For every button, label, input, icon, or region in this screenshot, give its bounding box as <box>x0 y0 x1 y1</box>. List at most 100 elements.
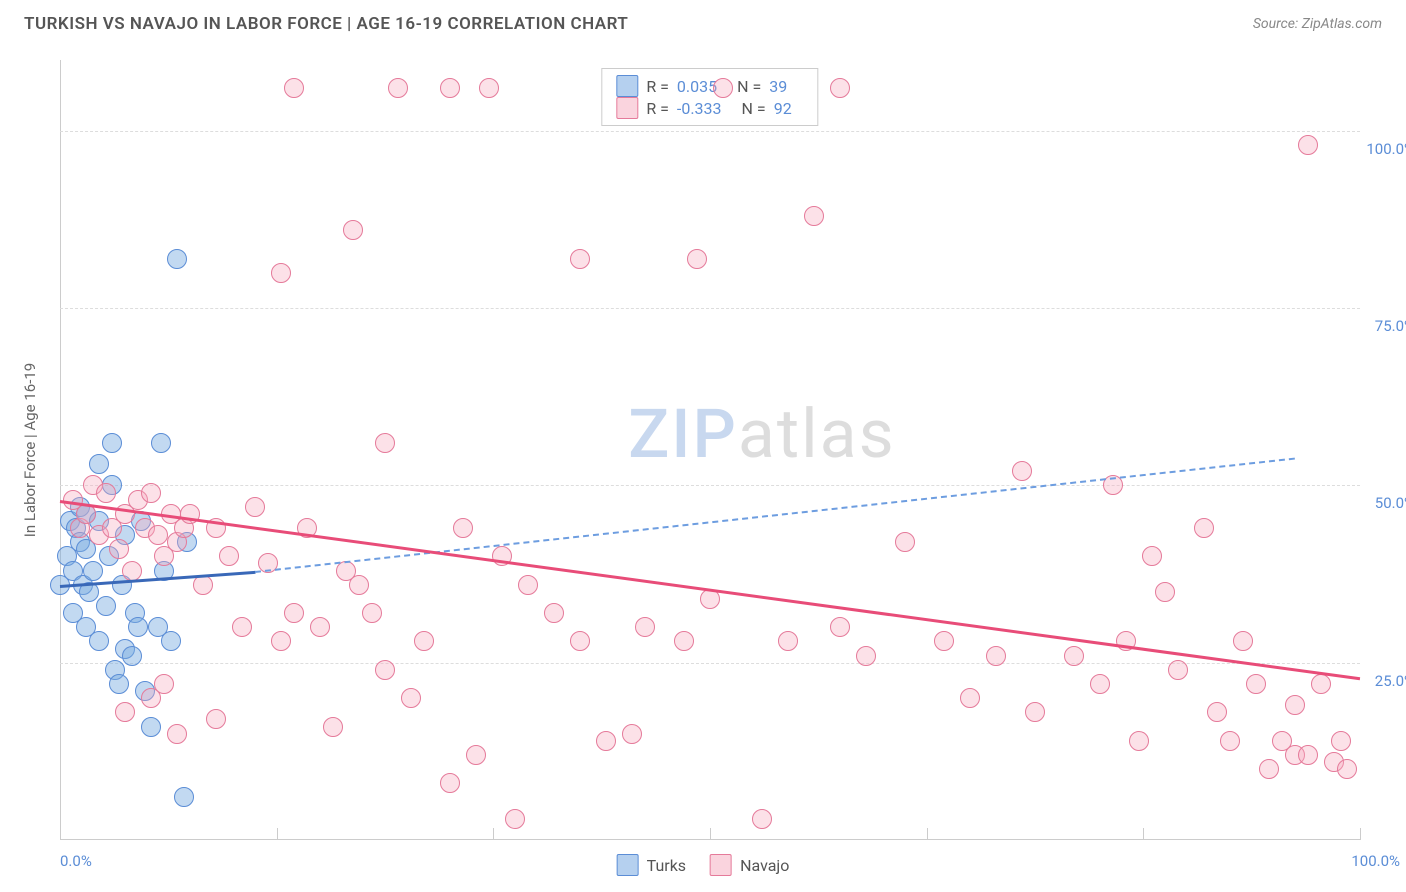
grid-line <box>60 131 1360 132</box>
data-point <box>401 688 421 708</box>
data-point <box>174 787 194 807</box>
data-point <box>1090 674 1110 694</box>
data-point <box>109 539 129 559</box>
swatch-pink <box>616 97 638 119</box>
data-point <box>960 688 980 708</box>
n-value-turks: 39 <box>769 77 787 96</box>
data-point <box>388 78 408 98</box>
data-point <box>713 78 733 98</box>
data-point <box>284 78 304 98</box>
data-point <box>1233 631 1253 651</box>
x-tick-mark <box>927 828 928 840</box>
data-point <box>96 483 116 503</box>
data-point <box>141 717 161 737</box>
data-point <box>570 249 590 269</box>
trend-line-turks-extrapolated <box>255 457 1295 572</box>
n-label: N = <box>742 99 766 118</box>
x-tick-mark <box>277 828 278 840</box>
scatter-plot: ZIPatlas R = 0.035 N = 39 R = -0.333 N =… <box>60 60 1360 840</box>
data-point <box>206 709 226 729</box>
data-point <box>109 674 129 694</box>
data-point <box>349 575 369 595</box>
x-tick-mark <box>1143 828 1144 840</box>
legend-label-navajo: Navajo <box>740 856 789 875</box>
data-point <box>518 575 538 595</box>
n-value-navajo: 92 <box>774 99 792 118</box>
data-point <box>1064 646 1084 666</box>
data-point <box>323 717 343 737</box>
data-point <box>102 433 122 453</box>
swatch-blue <box>616 75 638 97</box>
r-value-turks: 0.035 <box>677 77 717 96</box>
data-point <box>245 497 265 517</box>
y-tick-label: 75.0% <box>1375 317 1406 335</box>
grid-line <box>60 663 1360 664</box>
data-point <box>151 433 171 453</box>
data-point <box>1025 702 1045 722</box>
swatch-blue <box>617 854 639 876</box>
legend-item-turks: Turks <box>617 854 686 876</box>
x-max-label: 100.0% <box>1351 852 1400 870</box>
data-point <box>986 646 1006 666</box>
data-point <box>544 603 564 623</box>
data-point <box>752 809 772 829</box>
data-point <box>122 646 142 666</box>
data-point <box>830 617 850 637</box>
y-axis-line <box>60 60 61 840</box>
data-point <box>128 617 148 637</box>
data-point <box>895 532 915 552</box>
y-tick-label: 25.0% <box>1375 672 1406 690</box>
legend-row-turks: R = 0.035 N = 39 <box>616 75 803 97</box>
data-point <box>1337 759 1357 779</box>
data-point <box>934 631 954 651</box>
data-point <box>1012 461 1032 481</box>
grid-line <box>60 308 1360 309</box>
data-point <box>1298 745 1318 765</box>
data-point <box>1285 695 1305 715</box>
y-axis-label: In Labor Force | Age 16-19 <box>21 363 39 537</box>
data-point <box>89 454 109 474</box>
data-point <box>310 617 330 637</box>
data-point <box>1220 731 1240 751</box>
data-point <box>1331 731 1351 751</box>
correlation-legend: R = 0.035 N = 39 R = -0.333 N = 92 <box>601 68 818 126</box>
r-label: R = <box>646 99 669 118</box>
watermark-zip: ZIP <box>628 394 738 474</box>
data-point <box>375 433 395 453</box>
data-point <box>89 631 109 651</box>
data-point <box>466 745 486 765</box>
data-point <box>375 660 395 680</box>
data-point <box>596 731 616 751</box>
chart-title: TURKISH VS NAVAJO IN LABOR FORCE | AGE 1… <box>24 14 628 34</box>
y-tick-label: 50.0% <box>1375 494 1406 512</box>
data-point <box>622 724 642 744</box>
data-point <box>167 724 187 744</box>
chart-area: In Labor Force | Age 16-19 ZIPatlas R = … <box>40 60 1380 840</box>
data-point <box>830 78 850 98</box>
data-point <box>1246 674 1266 694</box>
x-tick-mark <box>60 828 61 840</box>
data-point <box>440 78 460 98</box>
data-point <box>687 249 707 269</box>
source-label: Source: ZipAtlas.com <box>1253 16 1382 32</box>
data-point <box>284 603 304 623</box>
data-point <box>343 220 363 240</box>
n-label: N = <box>737 77 761 96</box>
grid-line <box>60 485 1360 486</box>
r-label: R = <box>646 77 669 96</box>
data-point <box>362 603 382 623</box>
data-point <box>141 483 161 503</box>
data-point <box>804 206 824 226</box>
legend-label-turks: Turks <box>647 856 686 875</box>
data-point <box>635 617 655 637</box>
data-point <box>271 263 291 283</box>
data-point <box>1168 660 1188 680</box>
data-point <box>271 631 291 651</box>
x-tick-mark <box>1360 828 1361 840</box>
data-point <box>1129 731 1149 751</box>
data-point <box>115 702 135 722</box>
watermark: ZIPatlas <box>628 394 896 474</box>
y-tick-label: 100.0% <box>1366 140 1406 158</box>
data-point <box>453 518 473 538</box>
data-point <box>1298 135 1318 155</box>
